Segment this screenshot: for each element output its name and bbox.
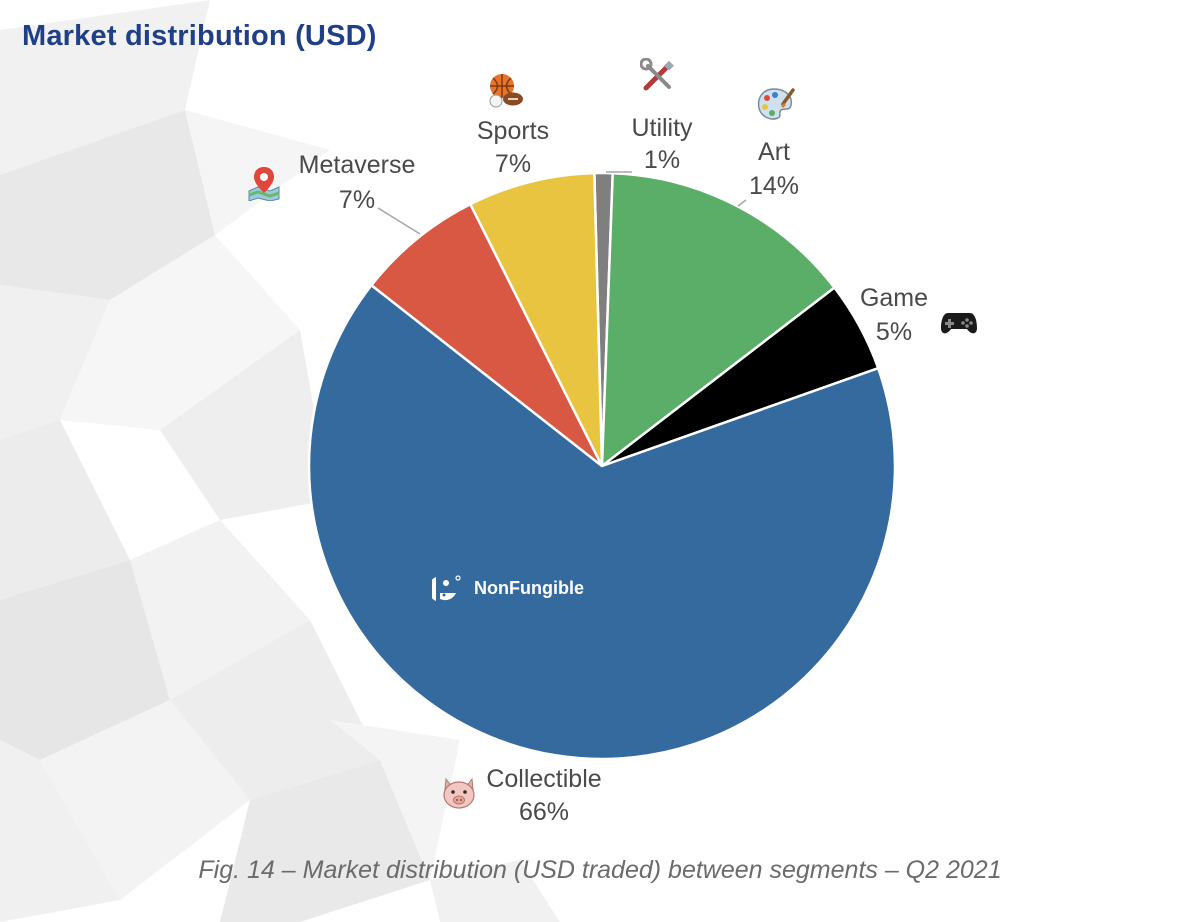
tools-icon [640, 58, 674, 91]
slice-value-sports: 7% [495, 150, 531, 178]
nonfungible-logo-icon [432, 575, 461, 601]
slice-value-metaverse: 7% [339, 186, 375, 214]
ball-icon [489, 74, 523, 108]
figure-caption: Fig. 14 – Market distribution (USD trade… [198, 856, 1002, 884]
pie-slice-sports [468, 171, 604, 467]
slice-label-art: Art [758, 138, 790, 166]
slice-value-art: 14% [749, 172, 799, 200]
pie-slice-art [600, 171, 837, 469]
leader-line-art [737, 199, 747, 207]
map-pin-icon [248, 167, 280, 201]
gamepad-icon [941, 313, 977, 334]
slice-label-game: Game [860, 284, 928, 312]
slice-value-collectible: 66% [519, 798, 569, 826]
palette-icon [757, 88, 795, 120]
leader-line-metaverse [377, 207, 421, 235]
pie-slice-collectible [307, 283, 897, 761]
watermark-brand: NonFungible [474, 577, 584, 598]
slice-value-game: 5% [876, 318, 912, 346]
slice-label-utility: Utility [631, 114, 693, 142]
pig-icon [443, 777, 475, 809]
pie-slice-metaverse [369, 202, 604, 467]
slice-label-sports: Sports [477, 117, 549, 145]
slice-label-collectible: Collectible [486, 765, 601, 793]
slice-value-utility: 1% [644, 146, 680, 174]
slice-label-metaverse: Metaverse [299, 151, 416, 179]
watermark-logo: NonFungible [432, 573, 584, 603]
page-title: Market distribution (USD) [22, 20, 377, 52]
